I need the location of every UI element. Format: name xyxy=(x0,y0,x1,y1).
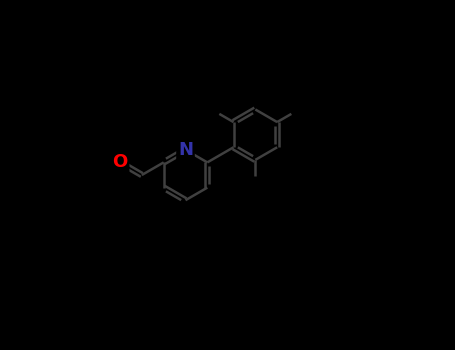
Text: O: O xyxy=(112,153,128,172)
Text: N: N xyxy=(178,141,193,159)
